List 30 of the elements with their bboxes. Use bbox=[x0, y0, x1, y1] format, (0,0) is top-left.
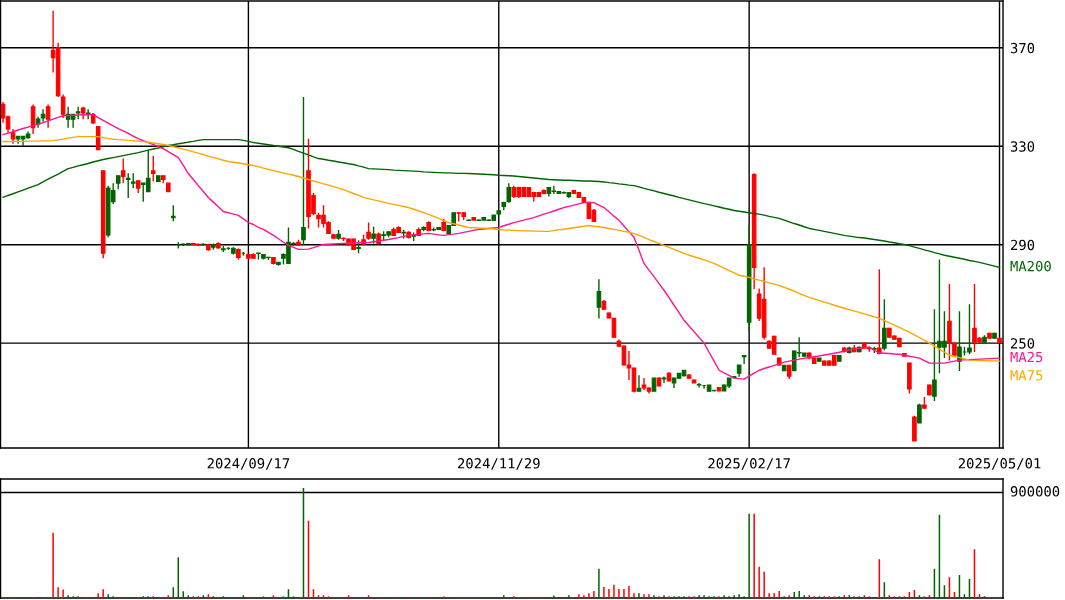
candlestick bbox=[85, 108, 91, 120]
x-tick-label: 2025/02/17 bbox=[708, 458, 790, 470]
series-label: MA75 bbox=[1010, 370, 1043, 381]
y-tick-label: 370 bbox=[1010, 42, 1035, 54]
candlestick bbox=[506, 182, 512, 204]
candlestick bbox=[120, 157, 126, 184]
candlestick bbox=[621, 344, 627, 367]
candlestick bbox=[967, 303, 972, 355]
y-tick-label: 330 bbox=[1010, 141, 1035, 152]
text: 900000 bbox=[1010, 486, 1060, 497]
candlestick bbox=[912, 415, 917, 442]
x-tick-label: 2024/09/17 bbox=[207, 458, 290, 470]
candlestick bbox=[125, 172, 131, 199]
candlestick bbox=[957, 310, 962, 372]
candlestick bbox=[40, 108, 46, 123]
y-tick-label: 250 bbox=[1010, 338, 1035, 349]
candlestick bbox=[145, 148, 151, 193]
candlestick bbox=[631, 367, 637, 394]
candlestick bbox=[741, 354, 747, 365]
candlestick bbox=[150, 155, 156, 183]
candlestick bbox=[882, 298, 887, 351]
series-label: MA200 bbox=[1010, 260, 1051, 272]
candlestick bbox=[877, 268, 882, 355]
x-tick-label: 2025/05/01 bbox=[958, 458, 1041, 470]
candlestick bbox=[932, 308, 937, 402]
x-tick-label: 2024/11/29 bbox=[457, 458, 540, 470]
candlestick bbox=[45, 103, 51, 129]
y-tick-label: 290 bbox=[1010, 239, 1035, 251]
series-label: MA25 bbox=[1010, 351, 1043, 363]
candlestick bbox=[95, 125, 101, 151]
